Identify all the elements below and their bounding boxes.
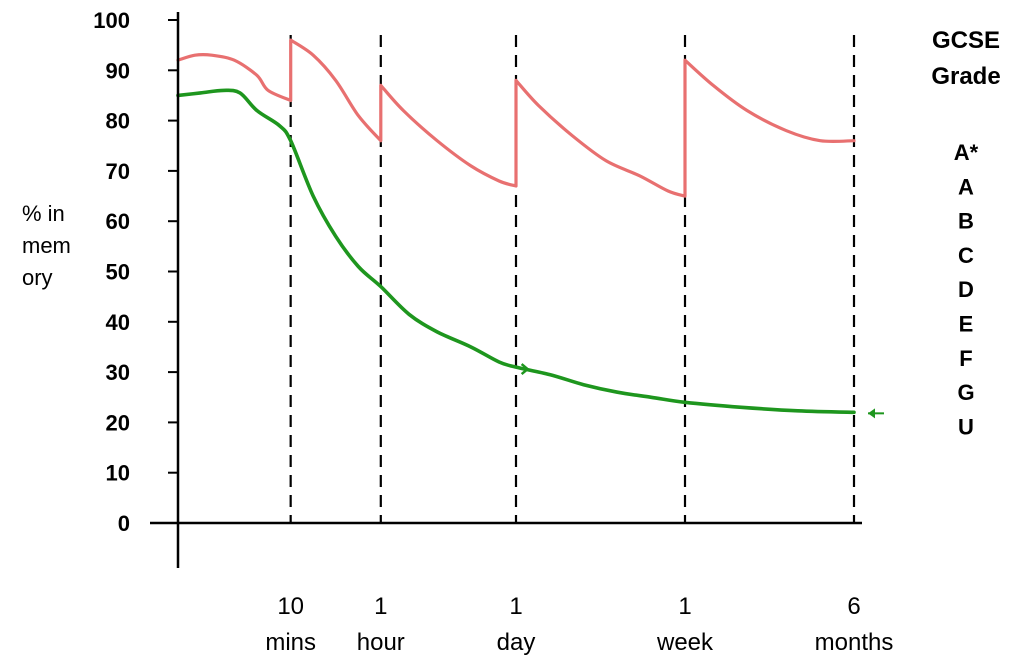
x-tick-label: hour bbox=[357, 629, 405, 656]
green-tick-marker bbox=[520, 363, 530, 376]
y-tick-label: 30 bbox=[106, 360, 130, 385]
markers bbox=[520, 363, 884, 419]
x-tick-label: day bbox=[497, 629, 536, 656]
y-tick-label: 60 bbox=[106, 209, 130, 234]
x-tick-label: 1 bbox=[509, 593, 522, 620]
series-line-with-review bbox=[176, 38, 856, 198]
y-axis-label-line: % in bbox=[22, 201, 65, 226]
grade-label: F bbox=[959, 346, 972, 371]
series-lines bbox=[176, 38, 856, 415]
y-axis-label: % in mem ory bbox=[22, 201, 71, 290]
x-tick-label: mins bbox=[265, 629, 316, 656]
y-axis-ticks: 0 10 20 30 40 50 60 70 80 90 100 bbox=[93, 8, 178, 536]
y-tick-label: 50 bbox=[106, 260, 130, 285]
x-tick-label: months bbox=[815, 629, 894, 656]
y-tick-label: 40 bbox=[106, 310, 130, 335]
x-tick-label: 1 bbox=[374, 593, 387, 620]
review-lines bbox=[289, 35, 856, 523]
x-tick-label: week bbox=[656, 629, 714, 656]
grade-label: B bbox=[958, 209, 974, 234]
grade-label: A* bbox=[954, 140, 979, 165]
axes bbox=[150, 12, 862, 568]
y-tick-label: 100 bbox=[93, 8, 130, 33]
y-axis-label-line: ory bbox=[22, 265, 53, 290]
y-axis-label-line: mem bbox=[22, 233, 71, 258]
grade-label: E bbox=[959, 312, 974, 337]
y-tick-label: 70 bbox=[106, 159, 130, 184]
grade-label: C bbox=[958, 243, 974, 268]
y-tick-label: 90 bbox=[106, 58, 130, 83]
y-tick-label: 80 bbox=[106, 109, 130, 134]
x-tick-label: 6 bbox=[847, 593, 860, 620]
x-axis-labels: 10 mins 1 hour 1 day 1 week 6 months bbox=[265, 593, 893, 656]
x-tick-label: 1 bbox=[678, 593, 691, 620]
grade-scale-title: GCSE bbox=[932, 27, 1000, 54]
grade-label: U bbox=[958, 414, 974, 439]
x-tick-label: 10 bbox=[277, 593, 304, 620]
arrow-head bbox=[868, 408, 875, 419]
y-tick-label: 0 bbox=[118, 511, 130, 536]
y-tick-label: 10 bbox=[106, 461, 130, 486]
y-tick-label: 20 bbox=[106, 410, 130, 435]
grade-scale-title: Grade bbox=[931, 63, 1000, 90]
grade-label: A bbox=[958, 174, 974, 199]
grade-label: G bbox=[957, 380, 974, 405]
series-line-without-review bbox=[176, 88, 856, 415]
grade-label: D bbox=[958, 277, 974, 302]
